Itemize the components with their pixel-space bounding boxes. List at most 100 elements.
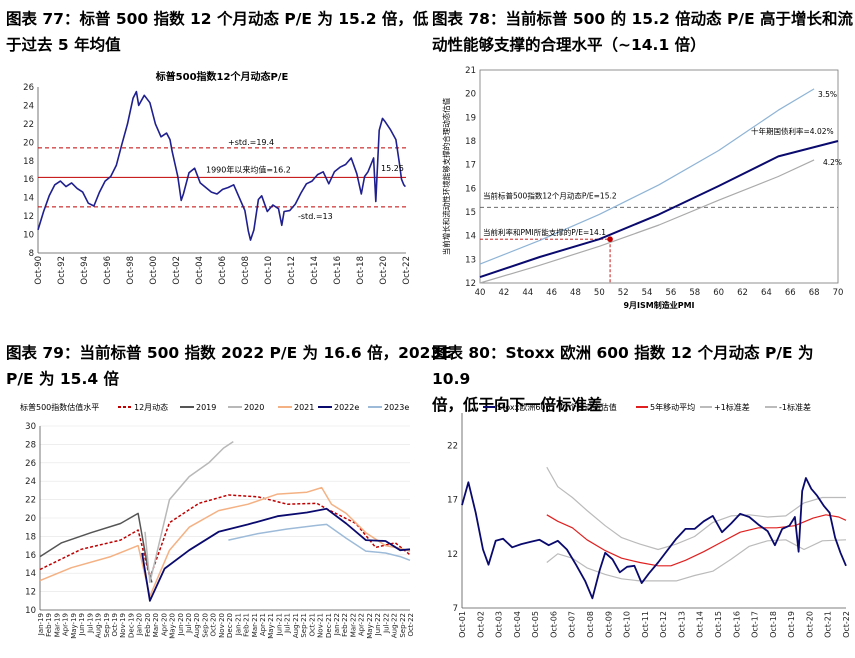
chart-79-xtick-17: Jun-20 [177, 613, 185, 636]
chart-79-xtick-10: Nov-19 [119, 613, 127, 638]
chart-78-xtick-12: 64 [761, 288, 772, 298]
chart-79-xtick-15: Apr-20 [160, 613, 168, 636]
chart-77-xtick-15: Oct-20 [379, 256, 389, 285]
chart-80-xtick-0: Oct-01 [458, 611, 467, 638]
chart-80-xtick-20: Oct-21 [824, 611, 833, 638]
chart-79-xtick-38: Mar-22 [349, 613, 357, 637]
chart-78-xtick-7: 54 [642, 288, 653, 298]
chart-79-xtick-45: Oct-22 [407, 613, 415, 637]
chart-80-xtick-11: Oct-12 [659, 611, 668, 638]
chart-79-xtick-41: Jun-22 [374, 613, 382, 636]
chart-79-ytick-6: 22 [25, 496, 36, 506]
chart-77-xtick-16: Oct-22 [402, 256, 412, 285]
chart-77-ytick-1: 10 [23, 231, 34, 241]
chart-79-xtick-12: Jan-20 [136, 613, 144, 636]
chart-78-series-label-1: 十年期国债利率=4.02% [751, 126, 834, 136]
chart-79-xtick-13: Feb-20 [144, 613, 152, 637]
chart-79-xtick-37: Feb-22 [341, 613, 349, 637]
chart-77-ytick-3: 14 [23, 194, 34, 204]
chart-80-series-3 [546, 539, 847, 582]
chart-77-xtick-1: Oct-92 [57, 256, 67, 285]
chart-79-xtick-21: Oct-20 [210, 613, 218, 637]
chart-80-xtick-9: Oct-10 [623, 611, 632, 638]
chart-79-series-5 [228, 523, 411, 562]
chart-80-legend-label-0: Stoxx欧洲600，12个月动态估值 [497, 402, 617, 412]
caption-80: 图表 80：Stoxx 欧洲 600 指数 12 个月动态 P/E 为 10.9… [432, 340, 855, 418]
chart-80-series-1 [546, 514, 847, 567]
chart-78-ytick-0: 12 [465, 279, 476, 289]
chart-78-ytick-9: 21 [465, 66, 476, 76]
chart-78-xtick-14: 68 [809, 288, 820, 298]
chart-79-xtick-33: Oct-21 [308, 613, 316, 637]
chart-77-xtick-11: Oct-12 [287, 256, 297, 285]
chart-79-xtick-32: Sep-21 [300, 613, 308, 638]
chart-79-xtick-20: Sep-20 [201, 613, 209, 638]
chart-80-xtick-7: Oct-08 [586, 611, 595, 638]
chart-80-xtick-6: Oct-07 [568, 611, 577, 638]
chart-77-title: 标普500指数12个月动态P/E [155, 70, 289, 83]
chart-80-xtick-3: Oct-04 [513, 611, 522, 638]
caption-77: 图表 77：标普 500 指数 12 个月动态 P/E 为 15.2 倍，低 于… [6, 6, 428, 58]
chart-79-series-4 [141, 507, 411, 602]
chart-78-ytick-6: 18 [465, 137, 476, 147]
chart-78-xtick-6: 52 [618, 288, 629, 298]
chart-79-series-3 [39, 486, 411, 597]
chart-80-legend-label-1: 5年移动平均 [650, 402, 695, 412]
chart-77-xtick-12: Oct-14 [310, 256, 320, 285]
chart-80-xtick-19: Oct-20 [805, 611, 814, 638]
chart-79-xtick-1: Feb-19 [45, 613, 53, 637]
chart-78-xtick-5: 50 [594, 288, 605, 298]
chart-77-xtick-10: Oct-10 [264, 256, 274, 285]
chart-79-xtick-43: Aug-22 [391, 613, 399, 638]
chart-79-xtick-25: Feb-21 [243, 613, 251, 637]
chart-79-xtick-35: Dec-21 [325, 613, 333, 638]
chart-77-label-plus-std: +std.=19.4 [228, 138, 274, 147]
chart-79-ytick-3: 16 [25, 551, 36, 561]
chart-79-xtick-18: Jul-20 [185, 613, 193, 634]
caption-79-line2: P/E 为 15.4 倍 [6, 370, 120, 388]
chart-79-ytick-5: 20 [25, 514, 36, 524]
caption-80-line1: 图表 80：Stoxx 欧洲 600 指数 12 个月动态 P/E 为 10.9 [432, 344, 814, 388]
chart-78-xlabel: 9月ISM制造业PMI [623, 300, 694, 310]
chart-78-xtick-9: 58 [689, 288, 700, 298]
chart-80-xtick-15: Oct-16 [732, 611, 741, 638]
chart-80-series-2 [546, 466, 846, 551]
chart-78-series-label-2: 4.2% [823, 158, 842, 167]
chart-79-ytick-0: 10 [25, 606, 36, 616]
chart-77-xtick-6: Oct-02 [172, 256, 182, 285]
chart-79-legend-label-0: 12月动态 [134, 402, 168, 412]
chart-79-ytick-8: 26 [25, 459, 36, 469]
chart-79-xtick-42: Jul-22 [382, 613, 390, 634]
chart-77-xtick-8: Oct-06 [218, 256, 228, 285]
chart-77-xtick-14: Oct-18 [356, 256, 366, 285]
caption-79-line1: 图表 79：当前标普 500 指数 2022 P/E 为 16.6 倍，2023… [6, 344, 452, 362]
chart-77-xtick-13: Oct-16 [333, 256, 343, 285]
chart-78-ytick-8: 20 [465, 90, 476, 100]
chart-79-ytick-4: 18 [25, 532, 36, 542]
chart-78-xtick-8: 56 [666, 288, 677, 298]
chart-80-xtick-2: Oct-03 [495, 611, 504, 638]
chart-77-ytick-8: 24 [23, 101, 34, 111]
chart-77-xtick-3: Oct-96 [103, 256, 113, 285]
chart-79-xtick-16: May-20 [169, 613, 177, 639]
chart-79-title: 标普500指数估值水平 [20, 402, 99, 412]
caption-78: 图表 78：当前标普 500 的 15.2 倍动态 P/E 高于增长和流 动性能… [432, 6, 853, 58]
chart-78-xtick-13: 66 [785, 288, 796, 298]
chart-79-xtick-30: Jul-21 [284, 613, 292, 634]
chart-80-xtick-18: Oct-19 [787, 611, 796, 638]
chart-80-ytick-1: 12 [447, 550, 458, 560]
chart-78-ytick-7: 19 [465, 113, 476, 123]
chart-77-ytick-9: 26 [23, 83, 34, 93]
chart-80-legend-label-3: -1标准差 [779, 402, 811, 412]
chart-78-xtick-1: 42 [498, 288, 509, 298]
chart-80-xtick-12: Oct-13 [677, 611, 686, 638]
chart-79-xtick-5: Jun-19 [78, 613, 86, 636]
chart-79-legend-label-2: 2020 [244, 403, 264, 412]
chart-78-xtick-10: 60 [713, 288, 724, 298]
caption-77-line2: 于过去 5 年均值 [6, 36, 121, 54]
chart-79-xtick-36: Jan-22 [333, 613, 341, 636]
chart-77-annotation: 15.25 [381, 164, 404, 173]
chart-80-ytick-3: 22 [447, 442, 458, 452]
chart-78-series-1 [479, 140, 839, 279]
